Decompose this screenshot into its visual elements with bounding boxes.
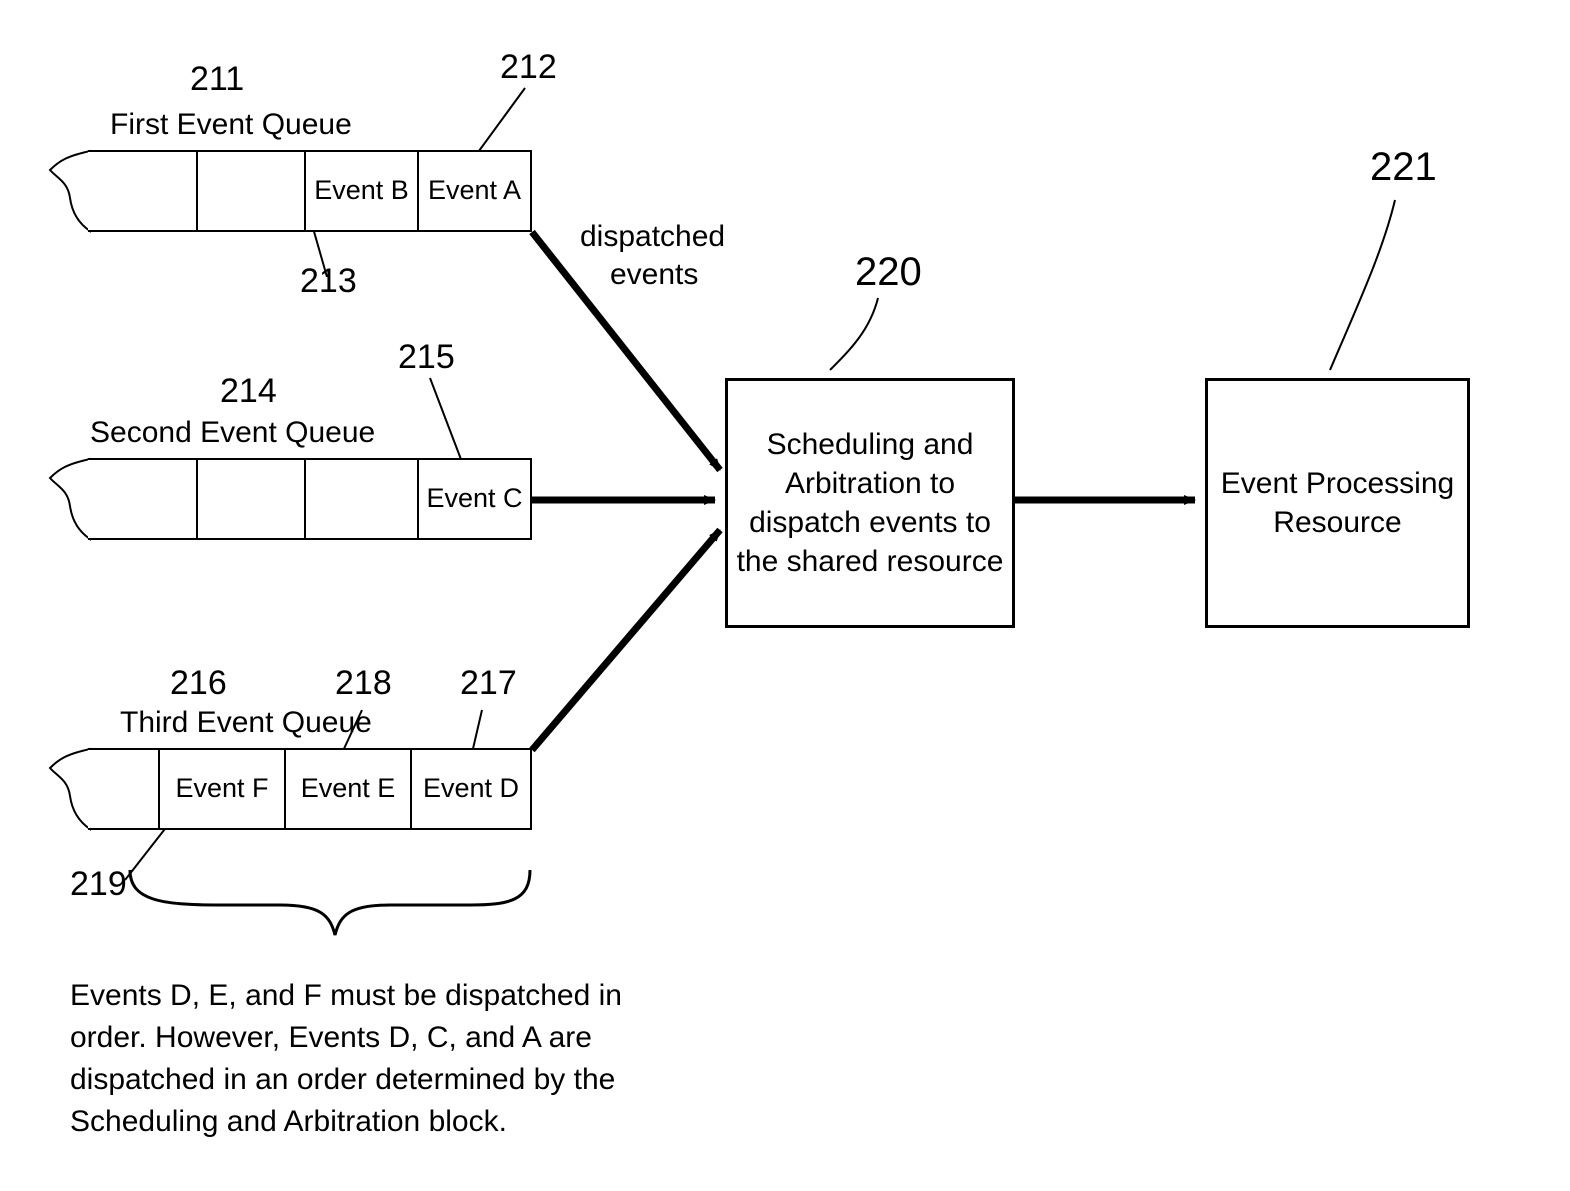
queue2-cell-empty2	[196, 458, 306, 540]
ref-215: 215	[398, 338, 455, 377]
scheduling-box-label: Scheduling and Arbitration to dispatch e…	[736, 425, 1004, 581]
footnote-text: Events D, E, and F must be dispatched in…	[70, 975, 670, 1143]
ref-221: 221	[1370, 145, 1437, 190]
queue3-cell-f: Event F	[158, 748, 286, 830]
resource-box: Event Processing Resource	[1205, 378, 1470, 628]
scheduling-box: Scheduling and Arbitration to dispatch e…	[725, 378, 1015, 628]
ref-211: 211	[190, 60, 244, 99]
queue2-cell-empty1	[88, 458, 198, 540]
queue2-cell-c: Event C	[417, 458, 532, 540]
ref-214: 214	[220, 372, 277, 411]
ref-220: 220	[855, 250, 922, 295]
queue1-cell-empty1	[88, 150, 198, 232]
queue2-cell-empty3	[304, 458, 419, 540]
queue1-cell-b: Event B	[304, 150, 419, 232]
ref-218: 218	[335, 664, 392, 703]
queue1-cell-a: Event A	[417, 150, 532, 232]
diagram-canvas: 211 First Event Queue Event B Event A 21…	[0, 0, 1570, 1191]
ref-219: 219	[70, 865, 127, 904]
ref-217: 217	[460, 664, 517, 703]
queue3-cell-e: Event E	[284, 748, 412, 830]
dispatched-label-line1: dispatched	[580, 220, 725, 254]
ref-212: 212	[500, 48, 557, 87]
queue1-cell-empty2	[196, 150, 306, 232]
dispatched-label-line2: events	[610, 258, 698, 292]
queue3-title: Third Event Queue	[120, 706, 372, 740]
resource-box-label: Event Processing Resource	[1216, 464, 1459, 542]
queue3-cell-empty1	[88, 748, 160, 830]
queue1-title: First Event Queue	[110, 108, 352, 142]
queue2-title: Second Event Queue	[90, 416, 375, 450]
ref-216: 216	[170, 664, 227, 703]
ref-213: 213	[300, 262, 357, 301]
queue3-cell-d: Event D	[410, 748, 532, 830]
